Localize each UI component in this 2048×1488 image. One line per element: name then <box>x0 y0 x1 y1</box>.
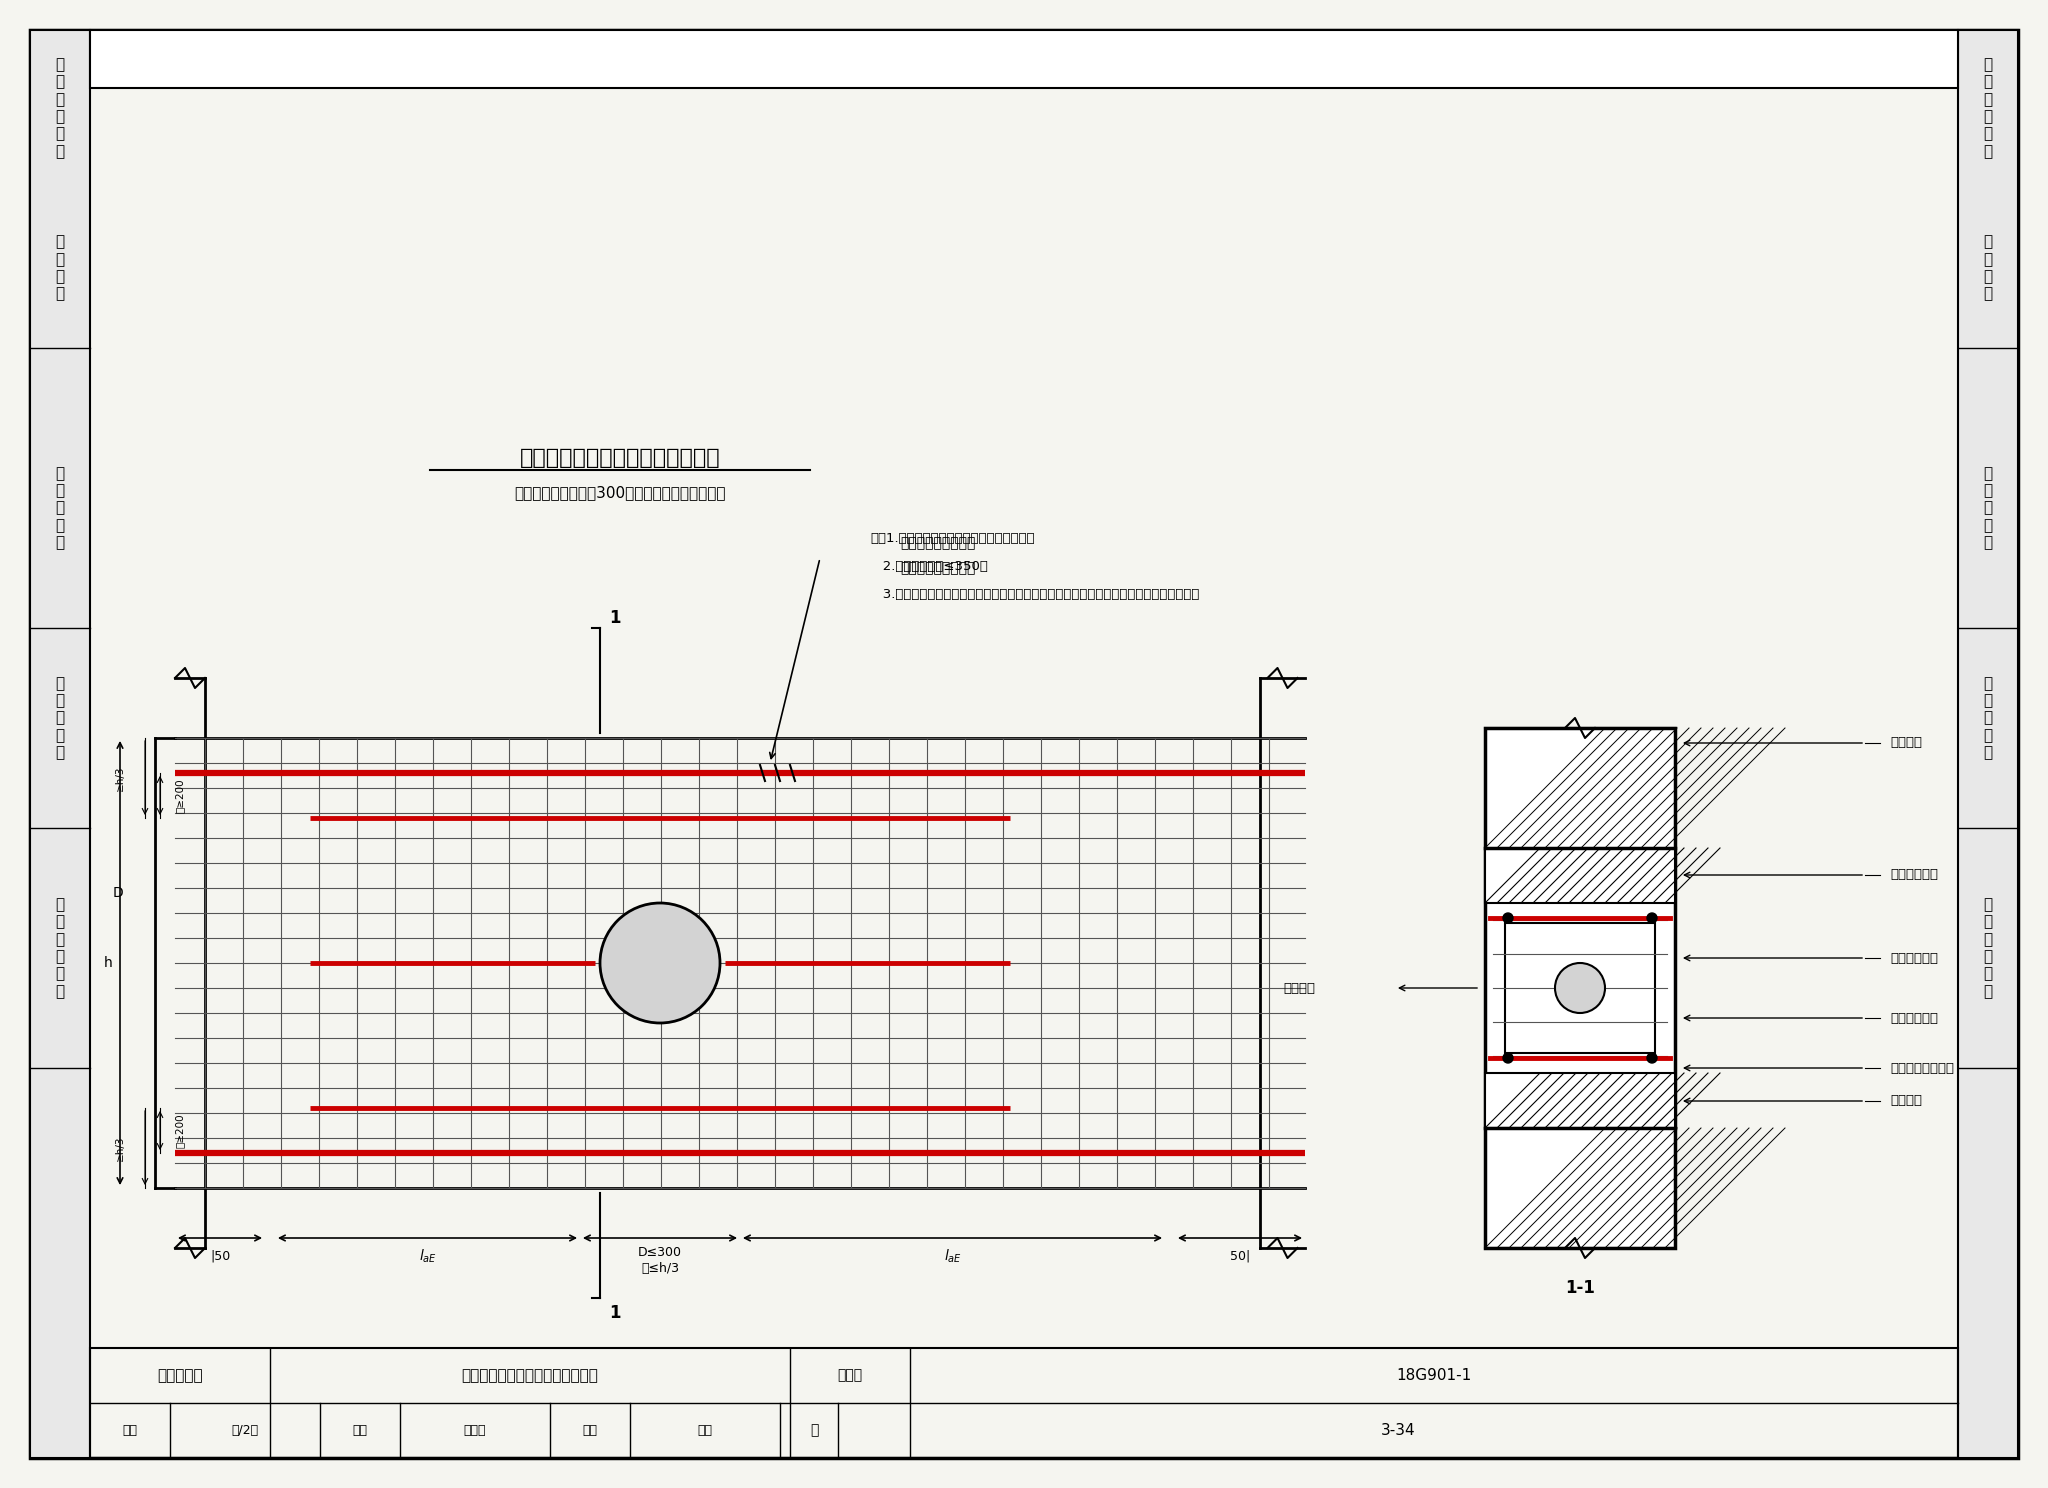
Text: D: D <box>113 885 123 900</box>
Text: 一
般
构
造
要
求: 一 般 构 造 要 求 <box>55 57 66 159</box>
Circle shape <box>1554 963 1606 1013</box>
Bar <box>1485 728 1675 848</box>
Text: 1-1: 1-1 <box>1565 1280 1595 1298</box>
Text: h: h <box>104 955 113 970</box>
Text: 且≤h/3: 且≤h/3 <box>641 1262 680 1275</box>
Bar <box>1485 1128 1675 1248</box>
Text: 设计: 设计 <box>582 1424 598 1437</box>
Circle shape <box>600 903 721 1024</box>
Text: 洞口补强箍筋: 洞口补强箍筋 <box>1890 1012 1937 1025</box>
Text: 审核: 审核 <box>123 1424 137 1437</box>
Text: 2.补强箍筋肢距≤350。: 2.补强箍筋肢距≤350。 <box>870 559 987 573</box>
Text: 连梁纵筋: 连梁纵筋 <box>1890 1095 1921 1107</box>
Circle shape <box>1647 1054 1657 1062</box>
Bar <box>90 1348 1958 1458</box>
Text: 1: 1 <box>608 1303 621 1321</box>
Text: 剪力墙连梁洞口钢筋排布构造详图: 剪力墙连梁洞口钢筋排布构造详图 <box>461 1367 598 1382</box>
Text: 注：1.连梁洞口补强钢筋配置均以设计为准。: 注：1.连梁洞口补强钢筋配置均以设计为准。 <box>870 531 1034 545</box>
Text: 3-34: 3-34 <box>1380 1423 1415 1437</box>
Text: 刘/2以: 刘/2以 <box>231 1424 258 1437</box>
Bar <box>1485 848 1675 903</box>
Text: D≤300: D≤300 <box>639 1247 682 1259</box>
Text: 洞口每侧补强纵筋与: 洞口每侧补强纵筋与 <box>899 536 975 551</box>
Bar <box>1958 30 2017 1458</box>
Text: 页: 页 <box>809 1424 819 1437</box>
Text: 剪力墙连梁洞口钢筋排布构造详图: 剪力墙连梁洞口钢筋排布构造详图 <box>520 448 721 469</box>
Circle shape <box>1503 1054 1513 1062</box>
Text: 框
架
部
分: 框 架 部 分 <box>1982 235 1993 302</box>
Text: 连梁纵筋: 连梁纵筋 <box>1890 737 1921 750</box>
Text: 无
梁
楼
盖
部
分: 无 梁 楼 盖 部 分 <box>1982 897 1993 998</box>
Bar <box>1485 848 1675 1128</box>
Text: 剪
力
墙
部
分: 剪 力 墙 部 分 <box>1982 466 1993 551</box>
Text: 1: 1 <box>608 609 621 626</box>
Bar <box>1485 1073 1675 1128</box>
Text: ≥h/3: ≥h/3 <box>115 765 125 790</box>
Text: 洞口补强纵筋: 洞口补强纵筋 <box>1890 951 1937 964</box>
Text: （圆洞，直径不大于300；圆形洞口预埋钢套管）: （圆洞，直径不大于300；圆形洞口预埋钢套管） <box>514 485 725 500</box>
Bar <box>1505 923 1655 1054</box>
Text: |50: |50 <box>209 1250 229 1262</box>
Text: 框
架
部
分: 框 架 部 分 <box>55 235 66 302</box>
Text: 富士淦: 富士淦 <box>463 1424 485 1437</box>
Text: 18G901-1: 18G901-1 <box>1397 1367 1473 1382</box>
Text: 50|: 50| <box>1231 1250 1249 1262</box>
Bar <box>90 30 1958 88</box>
Text: 且≥200: 且≥200 <box>174 778 184 812</box>
Text: 3.补强纵向钢筋应按圆心并且沿连梁中轴线两侧对称排布。特殊情况以设计方要求为准。: 3.补强纵向钢筋应按圆心并且沿连梁中轴线两侧对称排布。特殊情况以设计方要求为准。 <box>870 588 1200 601</box>
Text: 图集号: 图集号 <box>838 1369 862 1382</box>
Text: 剪力墙部分: 剪力墙部分 <box>158 1367 203 1382</box>
Text: 校对: 校对 <box>352 1424 367 1437</box>
Bar <box>31 30 90 1458</box>
Text: 普
通
板
部
分: 普 通 板 部 分 <box>1982 676 1993 760</box>
Text: 补强箍筋按设计配置: 补强箍筋按设计配置 <box>899 561 975 574</box>
Text: 浩明: 浩明 <box>698 1424 713 1437</box>
Text: 连梁拉筋: 连梁拉筋 <box>1282 982 1315 994</box>
Text: 普
通
板
部
分: 普 通 板 部 分 <box>55 676 66 760</box>
Text: ≥h/3: ≥h/3 <box>115 1135 125 1161</box>
Text: 且≥200: 且≥200 <box>174 1113 184 1147</box>
Circle shape <box>1503 914 1513 923</box>
Circle shape <box>1647 914 1657 923</box>
Text: 无
梁
楼
盖
部
分: 无 梁 楼 盖 部 分 <box>55 897 66 998</box>
Text: 剪
力
墙
部
分: 剪 力 墙 部 分 <box>55 466 66 551</box>
Text: $l_{aE}$: $l_{aE}$ <box>418 1247 436 1265</box>
Text: 墙体水平分布钢筋: 墙体水平分布钢筋 <box>1890 1061 1954 1074</box>
Text: $l_{aE}$: $l_{aE}$ <box>944 1247 961 1265</box>
Text: 一
般
构
造
要
求: 一 般 构 造 要 求 <box>1982 57 1993 159</box>
Text: 洞口补强箍筋: 洞口补强箍筋 <box>1890 869 1937 881</box>
